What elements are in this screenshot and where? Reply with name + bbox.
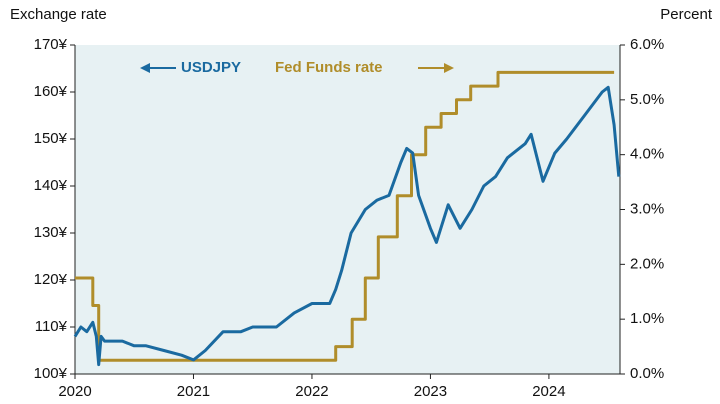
y-tick-label: 150¥	[34, 130, 68, 147]
y-tick-label: 120¥	[34, 271, 68, 288]
y-tick-label: 130¥	[34, 224, 68, 241]
y-tick-label: 170¥	[34, 36, 68, 53]
y2-tick-label: 2.0%	[630, 255, 664, 272]
y-tick-label: 110¥	[35, 318, 68, 335]
plot-area	[75, 45, 620, 374]
x-tick-label: 2023	[414, 383, 447, 400]
y2-tick-label: 3.0%	[630, 200, 664, 217]
y2-axis-label: Percent	[660, 6, 713, 23]
legend-label: Fed Funds rate	[275, 59, 383, 76]
series-line	[75, 70, 615, 362]
x-tick-label: 2020	[58, 383, 91, 400]
legend-arrow-right	[418, 63, 454, 73]
y2-tick-label: 5.0%	[630, 91, 664, 108]
series-line	[73, 85, 621, 367]
y-axis-label: Exchange rate	[10, 6, 107, 23]
legend-arrow-left	[140, 63, 176, 73]
legend-label: USDJPY	[181, 59, 241, 76]
y-tick-label: 100¥	[34, 365, 68, 382]
y2-tick-label: 6.0%	[630, 36, 664, 53]
y2-tick-label: 4.0%	[630, 146, 664, 163]
x-tick-label: 2022	[295, 383, 328, 400]
x-tick-label: 2024	[532, 383, 565, 400]
y-tick-label: 140¥	[34, 177, 68, 194]
y2-tick-label: 1.0%	[630, 310, 664, 327]
y2-tick-label: 0.0%	[630, 365, 664, 382]
x-tick-label: 2021	[177, 383, 210, 400]
y-tick-label: 160¥	[34, 83, 68, 100]
